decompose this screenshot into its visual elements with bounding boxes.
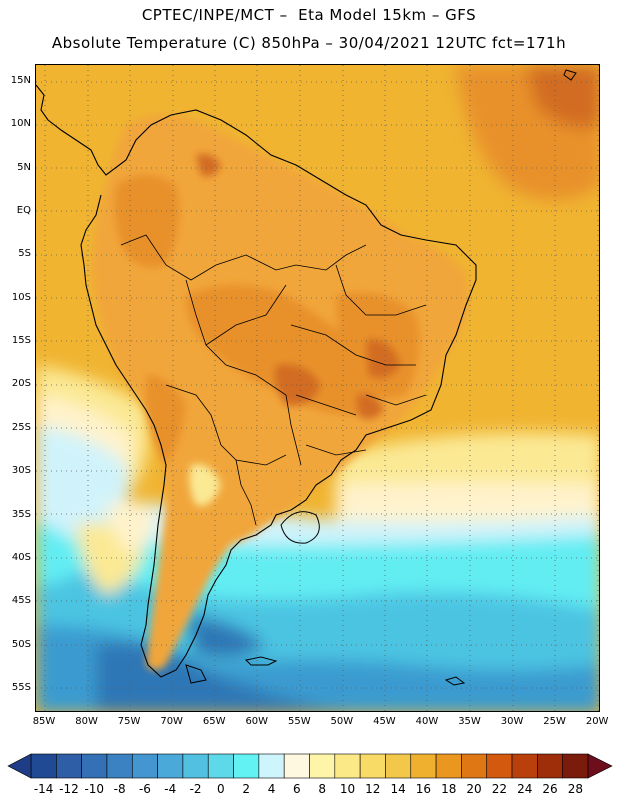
colorbar-tick-label: -8 [113,782,126,796]
islands [185,69,577,686]
lat-tick-label: 5N [17,161,31,173]
lon-tick-label: 20W [585,716,609,727]
lon-tick-label: 25W [543,716,566,727]
colorbar-swatch [359,753,386,779]
colorbar-swatch [207,753,234,779]
lat-tick-label: 55S [11,681,31,693]
colorbar-swatch [511,753,538,779]
colorbar-tick-label: 2 [242,782,251,796]
colorbar-swatch [461,753,488,779]
colorbar-swatch [283,753,310,779]
lat-tick-label: 10N [10,118,31,130]
colorbar-tick-label: 26 [542,782,558,796]
colorbar-swatch [410,753,437,779]
lat-tick-label: 35S [11,508,31,520]
lat-tick-label: 15N [10,75,31,86]
lat-tick-label: 45S [11,595,31,607]
colorbar-tick-label: -2 [189,782,202,796]
lat-tick-label: 40S [11,551,31,563]
colorbar-tick-label: -14 [33,782,54,796]
colorbar-tick-label: 14 [390,782,406,796]
lon-tick-label: 70W [160,716,183,727]
lon-tick-label: 55W [287,716,311,727]
lat-tick-label: 50S [11,638,31,650]
lon-tick-label: 80W [75,716,98,727]
colorbar-swatch [81,753,108,779]
colorbar [7,753,613,779]
colorbar-tick-label: 0 [217,782,225,796]
colorbar-tick-label: 4 [267,782,276,796]
colorbar-swatch [309,753,336,779]
lon-tick-label: 40W [415,716,439,727]
colorbar-swatch [385,753,412,779]
colorbar-swatch [486,753,513,779]
lat-tick-label: 25S [11,421,31,433]
lon-tick-label: 35W [458,716,481,727]
map-subtitle: Absolute Temperature (C) 850hPa – 30/04/… [51,34,567,52]
lat-tick-label: 5S [18,248,31,260]
hot-regions [114,153,420,506]
lat-tick-label: 10S [11,291,31,303]
coastline [36,84,477,678]
colorbar-swatch [30,753,57,779]
colorbar-tick-label: -10 [84,782,105,796]
grid-lines [36,65,599,711]
colorbar-tick-label: 8 [318,782,326,796]
colorbar-swatch [106,753,133,779]
lat-tick-label: 30S [11,465,31,477]
colorbar-tick-label: 6 [293,782,301,796]
lat-tick-label: 15S [11,335,31,347]
colorbar-tick-label: 22 [491,782,508,796]
colorbar-over-arrow [587,753,613,779]
lon-tick-label: 50W [330,716,354,727]
colorbar-tick-label: -4 [164,782,177,796]
colorbar-swatch [56,753,82,779]
colorbar-tick-label: -12 [59,782,79,796]
colorbar-tick-label: 10 [339,782,356,796]
lon-tick-label: 30W [500,716,524,727]
temperature-map [35,64,600,712]
colorbar-under-arrow [7,753,32,779]
lon-tick-label: 85W [32,716,56,727]
colorbar-tick-label: 20 [466,782,482,796]
colorbar-swatch [334,753,361,779]
colorbar-swatch [537,753,563,779]
colorbar-tick-label: 12 [365,782,381,796]
colorbar-tick-label: -6 [138,782,151,796]
lon-tick-label: 45W [373,716,396,727]
colorbar-swatch [157,753,184,779]
colorbar-tick-label: 28 [567,782,583,796]
lon-tick-label: 65W [202,716,226,727]
map-title: CPTEC/INPE/MCT – Eta Model 15km – GFS [141,6,477,24]
colorbar-swatch [131,753,158,779]
lat-tick-label: EQ [16,205,31,217]
lon-tick-label: 60W [245,716,269,727]
colorbar-swatch [258,753,285,779]
colorbar-swatch [435,753,462,779]
lat-tick-label: 20S [11,378,31,390]
colorbar-tick-label: 18 [441,782,457,796]
lon-tick-label: 75W [117,716,141,727]
country-borders [120,234,427,526]
colorbar-swatch [562,753,589,779]
colorbar-swatch [233,753,260,779]
colorbar-tick-label: 24 [517,782,533,796]
colorbar-swatch [182,753,209,779]
colorbar-tick-label: 16 [415,782,432,796]
